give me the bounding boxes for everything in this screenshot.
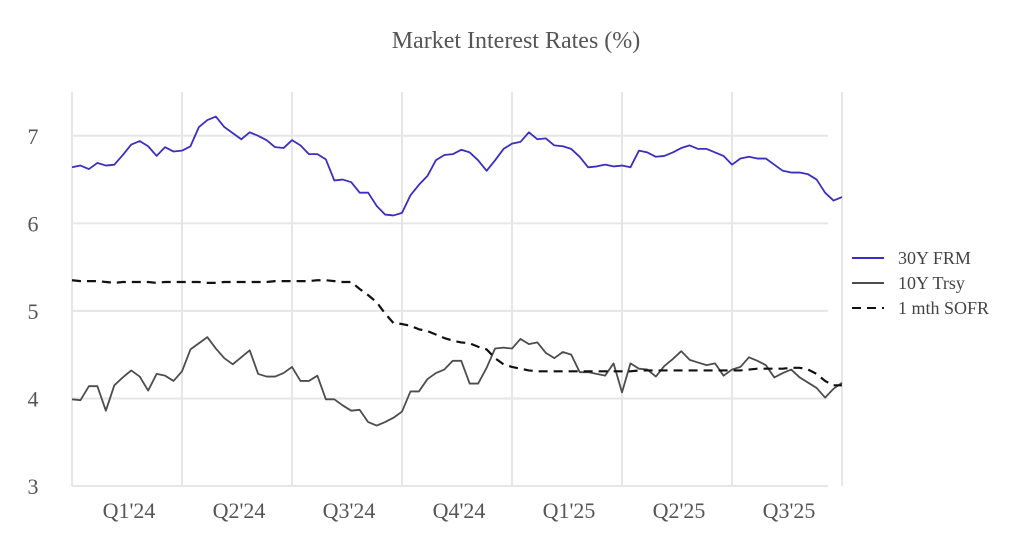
chart-title: Market Interest Rates (%)	[392, 28, 641, 54]
x-axis-ticks: Q1'24 Q2'24 Q3'24 Q4'24 Q1'25 Q2'25 Q3'25	[103, 498, 816, 523]
y-tick-label: 3	[28, 474, 39, 499]
y-tick-label: 4	[28, 386, 39, 411]
legend: 30Y FRM 10Y Trsy 1 mth SOFR	[852, 248, 989, 318]
series-line-10y-trsy	[71, 336, 843, 427]
x-tick-label: Q2'24	[213, 498, 266, 523]
y-tick-label: 5	[28, 299, 39, 324]
grid	[71, 92, 843, 487]
x-tick-label: Q2'25	[653, 498, 706, 523]
legend-label-1-mth-sofr: 1 mth SOFR	[898, 298, 989, 318]
x-tick-label: Q4'24	[433, 498, 486, 523]
x-tick-label: Q3'24	[323, 498, 376, 523]
series-line-1-mth-sofr	[71, 279, 842, 387]
y-axis-ticks: 3 4 5 6 7	[28, 124, 39, 499]
series-line-30y-frm	[71, 115, 843, 217]
x-tick-label: Q1'25	[543, 498, 596, 523]
x-tick-label: Q3'25	[763, 498, 816, 523]
legend-label-30y-frm: 30Y FRM	[898, 248, 971, 268]
x-tick-label: Q1'24	[103, 498, 156, 523]
y-tick-label: 6	[28, 211, 39, 236]
series-lines	[71, 115, 843, 427]
y-tick-label: 7	[28, 124, 39, 149]
legend-label-10y-trsy: 10Y Trsy	[898, 273, 965, 293]
